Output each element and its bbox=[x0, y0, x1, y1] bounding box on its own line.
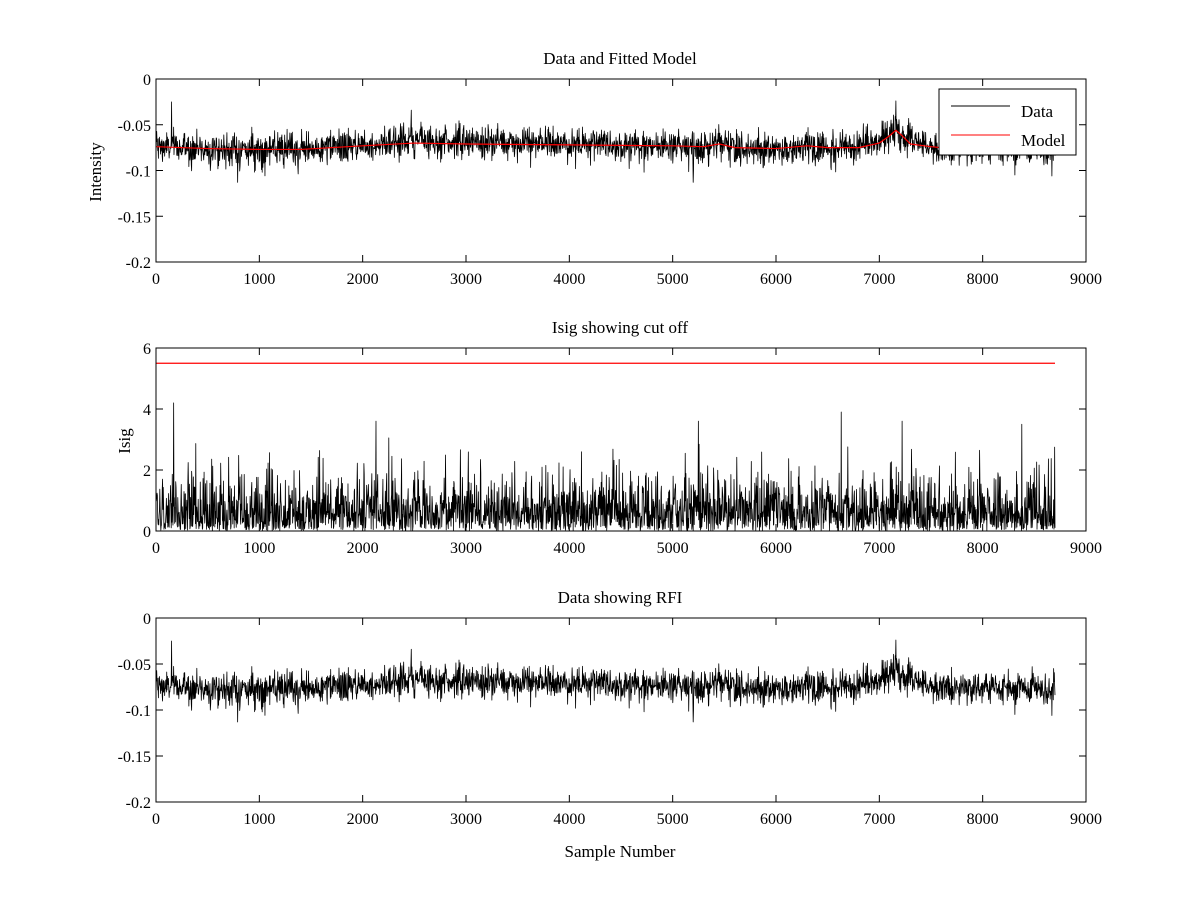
y-tick-label: -0.2 bbox=[126, 795, 151, 812]
chart-title: Data and Fitted Model bbox=[543, 49, 697, 68]
y-tick-label: -0.15 bbox=[118, 209, 151, 226]
chart-panel-data-and-fitted-model: Data and Fitted Model Intensity 0 1000 200… bbox=[86, 49, 1102, 288]
y-tick-label: 0 bbox=[143, 72, 151, 89]
series-group bbox=[156, 100, 1056, 183]
y-axis-label: Isig bbox=[115, 428, 134, 454]
x-tick-label: 0 bbox=[152, 811, 160, 828]
x-tick-label: 9000 bbox=[1070, 540, 1102, 557]
x-tick-label: 1000 bbox=[243, 540, 275, 557]
x-tick-label: 3000 bbox=[450, 540, 482, 557]
x-tick-label: 0 bbox=[152, 540, 160, 557]
y-tick-label: -0.1 bbox=[126, 703, 151, 720]
series-group bbox=[156, 362, 1056, 531]
x-tick-label: 5000 bbox=[657, 271, 689, 288]
x-tick-label: 4000 bbox=[553, 540, 585, 557]
chart-title: Data showing RFI bbox=[558, 588, 683, 607]
legend: Data Model bbox=[938, 88, 1077, 156]
plot-area: 0 1000 2000 3000 4000 5000 6000 7000 8000 9000 0 2 4… bbox=[143, 341, 1102, 557]
x-tick-label: 6000 bbox=[760, 540, 792, 557]
x-tick-label: 2000 bbox=[347, 811, 379, 828]
x-tick-label: 2000 bbox=[347, 540, 379, 557]
x-tick-label: 3000 bbox=[450, 811, 482, 828]
y-axis-label: Intensity bbox=[86, 142, 105, 202]
x-tick-label: 6000 bbox=[760, 811, 792, 828]
series-group bbox=[156, 639, 1056, 723]
x-tick-label: 1000 bbox=[243, 271, 275, 288]
series-line-trace bbox=[156, 639, 1056, 723]
series-line-trace bbox=[156, 402, 1056, 531]
x-tick-label: 7000 bbox=[863, 540, 895, 557]
x-tick-label: 5000 bbox=[657, 811, 689, 828]
plot-area: 0 1000 2000 3000 4000 5000 6000 7000 8000 90000-0… bbox=[118, 611, 1102, 828]
x-tick-label: 8000 bbox=[967, 271, 999, 288]
x-axis-label: Sample Number bbox=[565, 842, 676, 861]
y-tick-label: -0.1 bbox=[126, 164, 151, 181]
chart-panel-isig-showing-cut-off: Isig showing cut off Isig 0 1000 2000 3000 4… bbox=[115, 318, 1102, 557]
x-tick-label: 8000 bbox=[967, 540, 999, 557]
chart-panel-data-showing-rfi: Data showing RFI Sample Number 0 1000 2000… bbox=[118, 588, 1102, 861]
x-tick-label: 4000 bbox=[553, 271, 585, 288]
x-tick-label: 4000 bbox=[553, 811, 585, 828]
legend-entry-model: Model bbox=[1021, 131, 1066, 150]
x-tick-label: 3000 bbox=[450, 271, 482, 288]
x-tick-label: 9000 bbox=[1070, 811, 1102, 828]
x-tick-label: 8000 bbox=[967, 811, 999, 828]
series-line-model bbox=[156, 129, 942, 151]
y-tick-label: -0.05 bbox=[118, 118, 151, 135]
x-tick-label: 7000 bbox=[863, 811, 895, 828]
legend-entry-data: Data bbox=[1021, 102, 1054, 121]
x-tick-label: 0 bbox=[152, 271, 160, 288]
y-tick-label: -0.2 bbox=[126, 255, 151, 272]
x-tick-label: 1000 bbox=[243, 811, 275, 828]
x-tick-label: 5000 bbox=[657, 540, 689, 557]
y-tick-label: 6 bbox=[143, 341, 151, 358]
chart-title: Isig showing cut off bbox=[552, 318, 688, 337]
y-tick-label: -0.15 bbox=[118, 749, 151, 766]
axes-frame bbox=[155, 347, 1087, 532]
x-tick-label: 6000 bbox=[760, 271, 792, 288]
y-tick-label: -0.05 bbox=[118, 657, 151, 674]
x-tick-label: 7000 bbox=[863, 271, 895, 288]
x-tick-label: 2000 bbox=[347, 271, 379, 288]
y-tick-label: 0 bbox=[143, 611, 151, 628]
y-tick-label: 0 bbox=[143, 524, 151, 541]
y-tick-label: 4 bbox=[143, 402, 151, 419]
y-tick-label: 2 bbox=[143, 463, 151, 480]
plot-area: 0 1000 2000 3000 4000 5000 6000 7000 8000 90000-0… bbox=[118, 72, 1102, 288]
x-tick-label: 9000 bbox=[1070, 271, 1102, 288]
legend-box bbox=[938, 88, 1077, 156]
